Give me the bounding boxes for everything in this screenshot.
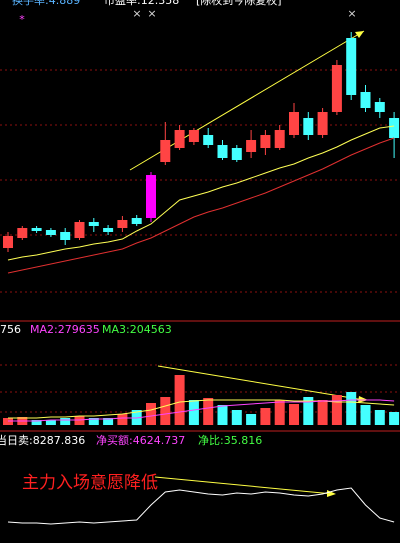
candle-body <box>374 102 385 112</box>
ma-line <box>7 125 395 261</box>
volume-bar <box>217 405 228 425</box>
grid <box>0 69 400 413</box>
candle-body <box>131 218 142 224</box>
volume-bar <box>274 400 285 425</box>
candle-body <box>331 65 342 112</box>
volume-bar <box>246 414 257 425</box>
candle-body <box>246 140 257 152</box>
volume-bar <box>389 412 400 425</box>
indicator-label: [除权到今除复权] <box>196 0 282 7</box>
ma-line <box>8 399 395 422</box>
indicator-label: 市盈率:12.358 <box>104 0 179 7</box>
ma-line <box>7 137 395 274</box>
indicator-label: 净买额:4624.737 <box>96 433 185 447</box>
volume-bar <box>360 405 371 425</box>
candle-body <box>31 228 42 231</box>
candle-body <box>360 92 371 108</box>
indicator-label: 换手率:4.889 <box>12 0 80 7</box>
candle-body <box>160 140 171 162</box>
candle-body <box>103 228 114 232</box>
volume-bar <box>60 418 71 425</box>
marker: × <box>132 7 141 20</box>
candle-body <box>174 130 185 148</box>
candle-body <box>60 232 71 240</box>
candle-body <box>188 130 199 142</box>
indicator-label: 756 <box>0 323 21 336</box>
volume-bar <box>174 375 185 425</box>
candle-body <box>317 112 328 135</box>
candle-body <box>260 135 271 148</box>
annotation: 主力入场意愿降低 <box>22 473 158 493</box>
ma-line <box>7 487 395 525</box>
candle-body <box>74 222 85 238</box>
volume-bar <box>289 404 299 425</box>
candle-body <box>88 222 99 226</box>
volume-bar <box>146 403 156 425</box>
candle-body <box>289 112 299 135</box>
volume-bar <box>317 400 328 425</box>
volume-bar <box>188 400 199 425</box>
candle-body <box>303 118 314 135</box>
indicator-label: 当日卖:8287.836 <box>0 433 85 447</box>
candle-body <box>45 230 56 235</box>
volume-bar <box>331 395 342 425</box>
volume-bar <box>88 418 99 425</box>
volume-bar <box>303 397 314 425</box>
candle-body <box>203 135 214 145</box>
candle-body <box>389 118 400 138</box>
volume-bar <box>31 420 42 425</box>
volume-bar <box>231 410 242 425</box>
candle-body <box>146 175 156 218</box>
marker: × <box>347 7 356 20</box>
candle-body <box>3 236 13 248</box>
indicator-label: MA3:204563 <box>102 323 172 336</box>
trend-line <box>157 365 365 401</box>
volume-bar <box>117 414 128 425</box>
volume-bar <box>45 420 56 425</box>
arrow-head <box>355 31 364 38</box>
candle-body <box>17 228 28 238</box>
candle-body <box>346 38 357 95</box>
volume-bar <box>103 418 114 425</box>
marker: × <box>147 7 156 20</box>
candle-body <box>217 145 228 158</box>
trend-line <box>154 476 334 495</box>
volume-bar <box>346 392 357 425</box>
volume-bar <box>203 398 214 425</box>
volume-bar <box>374 410 385 425</box>
indicator-label: 净比:35.816 <box>198 433 262 447</box>
candle-body <box>117 220 128 228</box>
candle-body <box>274 130 285 148</box>
volume-bar <box>260 408 271 425</box>
candle-body <box>231 148 242 160</box>
marker: * <box>19 13 25 26</box>
indicator-label: MA2:279635 <box>30 323 100 336</box>
volume-bar <box>160 397 171 425</box>
